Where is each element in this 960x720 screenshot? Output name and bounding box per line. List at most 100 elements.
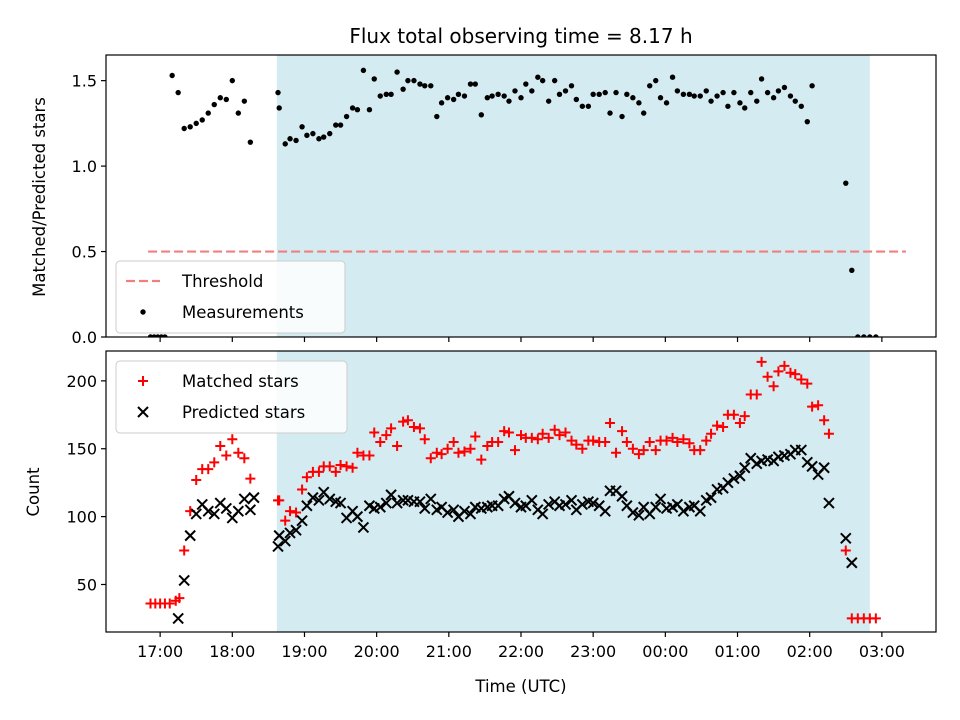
data-point [341, 461, 352, 472]
data-point [718, 422, 729, 433]
data-point [701, 435, 712, 446]
data-point [301, 472, 312, 483]
data-point [748, 89, 754, 96]
data-point [280, 515, 291, 526]
data-point [245, 473, 256, 484]
data-point [450, 96, 457, 103]
data-point [205, 110, 211, 116]
data-point [627, 506, 639, 519]
data-point [577, 443, 588, 454]
data-point [470, 431, 481, 442]
data-point [377, 93, 383, 99]
data-point [335, 460, 346, 471]
data-point [227, 434, 238, 445]
data-point [343, 113, 350, 120]
x-tick-label: 22:00 [498, 642, 544, 661]
data-point [663, 100, 670, 106]
data-point [657, 95, 664, 101]
data-point [179, 545, 190, 556]
x-axis-label: Time (UTC) [474, 677, 566, 696]
data-point [187, 124, 193, 130]
data-point [781, 84, 788, 91]
data-point [495, 91, 501, 98]
data-point [371, 76, 377, 82]
data-point [293, 137, 299, 144]
data-point [684, 438, 695, 449]
data-point [638, 445, 649, 456]
data-point [310, 130, 316, 137]
data-point [458, 505, 471, 517]
data-point [861, 334, 867, 337]
data-point [184, 529, 196, 542]
data-point [739, 411, 750, 422]
data-point [459, 446, 470, 457]
data-point [444, 95, 451, 101]
data-point [571, 439, 582, 450]
data-point [191, 474, 202, 485]
data-point [526, 494, 538, 507]
data-point [291, 507, 302, 518]
data-point [647, 83, 653, 89]
data-point [239, 453, 250, 464]
data-point [385, 489, 397, 501]
y-tick-label: 100 [66, 508, 97, 527]
data-point [215, 441, 226, 452]
data-point [461, 93, 468, 99]
legend-marker [140, 309, 146, 315]
data-point [602, 89, 608, 96]
data-point [442, 443, 453, 454]
data-point [316, 136, 322, 142]
data-point [756, 356, 767, 367]
data-point [870, 613, 881, 624]
data-point [400, 86, 406, 92]
data-point [203, 464, 214, 475]
data-point [351, 510, 364, 523]
data-point [279, 535, 291, 547]
data-point [274, 495, 285, 506]
data-point [172, 612, 184, 625]
y-tick-label: 150 [66, 440, 97, 459]
x-tick-label: 02:00 [787, 642, 833, 661]
data-point [313, 466, 324, 477]
x-tick-label: 03:00 [859, 642, 905, 661]
data-point [867, 334, 873, 337]
legend: Matched stars Predicted stars [115, 360, 348, 434]
data-point [653, 77, 659, 84]
data-point [284, 527, 296, 539]
x-tick-label: 18:00 [209, 642, 255, 661]
data-point [762, 371, 773, 382]
data-point [644, 436, 655, 447]
data-point [476, 454, 487, 465]
x-tick-label: 17:00 [137, 642, 183, 661]
legend-marker [138, 376, 148, 386]
data-point [764, 89, 771, 96]
data-point [327, 130, 333, 137]
data-point [425, 493, 437, 505]
data-point [565, 494, 578, 507]
data-point [585, 103, 592, 109]
data-point [731, 89, 737, 96]
data-point [739, 462, 751, 474]
data-point [742, 105, 748, 111]
data-point [419, 502, 431, 515]
data-point [448, 436, 459, 447]
x-tick-label: 21:00 [426, 642, 472, 661]
data-point [568, 83, 575, 89]
data-point [529, 88, 535, 94]
data-point [758, 76, 765, 82]
data-point [162, 334, 168, 337]
series-matched-stars [145, 356, 881, 624]
data-point [193, 120, 199, 127]
data-point [388, 91, 394, 98]
data-point [417, 81, 423, 87]
y-tick-label: 200 [66, 372, 97, 391]
data-point [347, 462, 358, 473]
y-tick-label: 1.5 [72, 72, 97, 91]
y-tick-label: 0.0 [72, 328, 97, 347]
data-point [296, 514, 308, 527]
data-point [560, 427, 571, 438]
data-point [650, 445, 661, 456]
data-point [539, 77, 546, 84]
data-point [175, 89, 181, 96]
